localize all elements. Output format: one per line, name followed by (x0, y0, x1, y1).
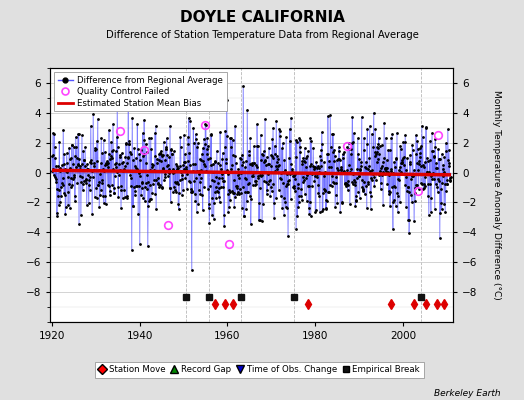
Text: Berkeley Earth: Berkeley Earth (434, 389, 500, 398)
Y-axis label: Monthly Temperature Anomaly Difference (°C): Monthly Temperature Anomaly Difference (… (492, 90, 500, 300)
Legend: Difference from Regional Average, Quality Control Failed, Estimated Station Mean: Difference from Regional Average, Qualit… (54, 72, 227, 111)
Legend: Station Move, Record Gap, Time of Obs. Change, Empirical Break: Station Move, Record Gap, Time of Obs. C… (95, 362, 423, 378)
Text: DOYLE CALIFORNIA: DOYLE CALIFORNIA (180, 10, 344, 25)
Text: Difference of Station Temperature Data from Regional Average: Difference of Station Temperature Data f… (105, 30, 419, 40)
